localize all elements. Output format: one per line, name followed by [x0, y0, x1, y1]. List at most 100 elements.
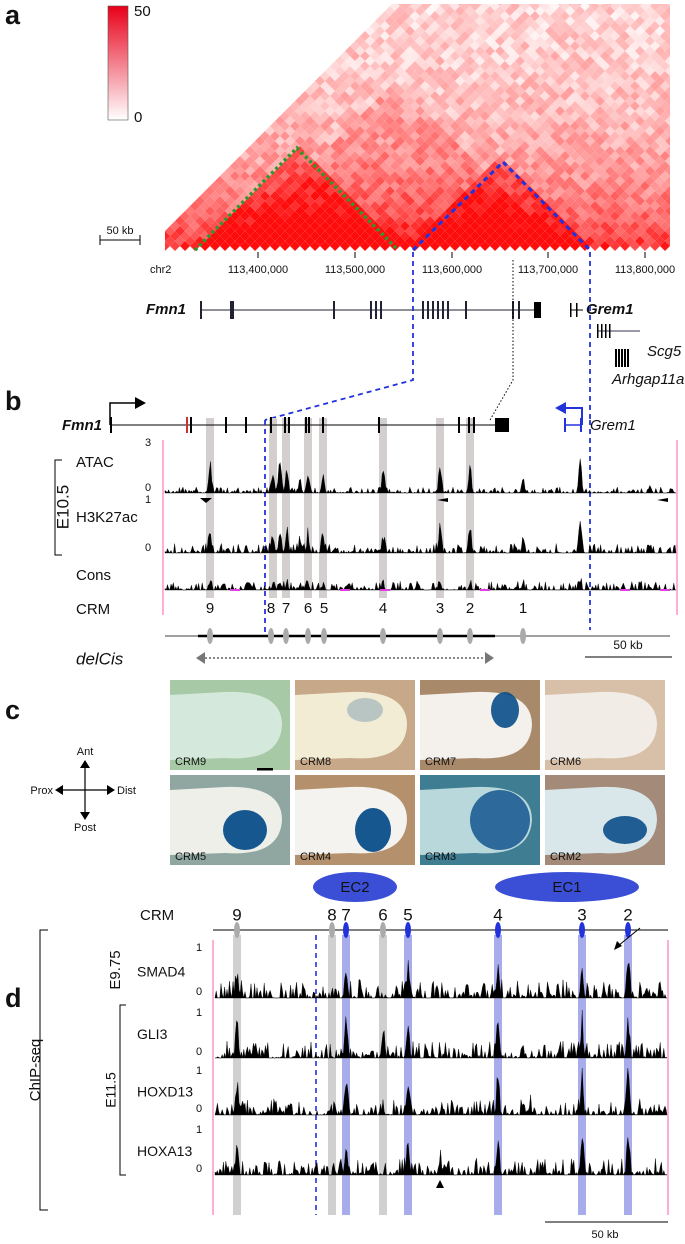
heatmap-cell [450, 4, 460, 11]
heatmap-cell [670, 131, 680, 141]
heatmap-cell [528, 4, 532, 6]
heatmap-cell [478, 4, 482, 6]
heatmap-cell [398, 4, 402, 6]
heatmap-cell [665, 46, 670, 56]
y-tick-label: 0 [145, 482, 151, 494]
cons-mark [380, 589, 390, 591]
exon [627, 349, 629, 367]
exon [270, 417, 272, 433]
bracket [39, 929, 48, 1211]
signal-track [214, 1009, 668, 1059]
heatmap-cell [458, 4, 462, 6]
lacz-stain [355, 808, 391, 852]
heatmap-cell [670, 1, 680, 11]
hic-heatmap [165, 0, 680, 251]
exon [225, 417, 227, 433]
panel-label: b [5, 386, 22, 416]
exon [570, 303, 572, 317]
heatmap-cell [548, 4, 552, 6]
heatmap-cell [580, 4, 590, 11]
heatmap-cell [665, 6, 670, 16]
signal-track [214, 1137, 668, 1176]
exon [609, 324, 611, 338]
crm-oval [380, 628, 386, 644]
exon [621, 349, 623, 367]
lacz-stain [491, 692, 519, 728]
heatmap-cell [488, 4, 492, 6]
image-label: CRM2 [550, 851, 581, 863]
heatmap-cell [670, 231, 680, 241]
heatmap-cell [670, 221, 680, 231]
y-tick-label: 0 [196, 1103, 202, 1115]
crm-number: 5 [403, 905, 412, 924]
heatmap-cell [498, 4, 502, 6]
tad-outline [193, 145, 400, 252]
crm-number: 4 [379, 600, 387, 617]
signal-track [214, 1067, 668, 1116]
crm-oval [305, 628, 311, 644]
y-tick-label: 3 [145, 437, 151, 449]
heatmap-cell [665, 16, 670, 26]
heatmap-cell [390, 4, 400, 11]
track-name: SMAD4 [137, 964, 185, 980]
heatmap-cell [665, 36, 670, 46]
cluster-label: EC1 [552, 879, 581, 896]
crm-number: 8 [327, 905, 336, 924]
heatmap-cell [670, 141, 680, 151]
heatmap-cell [550, 0, 560, 1]
coord-label: 113,500,000 [325, 264, 385, 276]
heatmap-cell [670, 171, 680, 181]
limb-bud [295, 691, 407, 760]
crm-oval [495, 922, 501, 938]
heatmap-cell [665, 206, 670, 216]
exon [615, 349, 617, 367]
heatmap-cell [540, 0, 550, 1]
exon [322, 417, 324, 433]
heatmap-cell [540, 4, 550, 11]
track-name: HOXD13 [137, 1084, 193, 1100]
heatmap-cell [670, 111, 680, 121]
heatmap-cell [400, 4, 410, 11]
exon [468, 417, 470, 433]
heatmap-cell [665, 186, 670, 196]
compass-label: Ant [77, 746, 94, 758]
panel-label: d [5, 983, 22, 1013]
crm-oval [579, 922, 585, 938]
crm-oval [467, 628, 473, 644]
cons-mark [230, 589, 240, 591]
y-tick-label: 0 [145, 542, 151, 554]
heatmap-cell [608, 4, 612, 6]
arrowhead [135, 397, 146, 409]
heatmap-cell [600, 4, 610, 11]
exon [230, 301, 232, 319]
heatmap-cell [665, 66, 670, 76]
image-label: CRM7 [425, 756, 456, 768]
heatmap-cell [530, 0, 540, 1]
heatmap-cell [578, 4, 582, 6]
arrowhead [80, 760, 90, 768]
heatmap-cell [668, 4, 670, 6]
crm-number: 3 [436, 600, 444, 617]
lacz-stain [347, 698, 383, 722]
stage-label: E9.75 [107, 950, 124, 989]
crm-highlight [233, 935, 241, 1215]
track-name: HOXA13 [137, 1143, 192, 1159]
y-tick-label: 1 [145, 494, 151, 506]
heatmap-cell [420, 0, 430, 1]
y-tick-label: 0 [196, 986, 202, 998]
arrowhead [55, 785, 63, 795]
crm-oval [207, 628, 213, 644]
heatmap-cell [650, 4, 660, 11]
exon [518, 301, 520, 319]
crm-number: 5 [320, 600, 328, 617]
heatmap-cell [670, 31, 680, 41]
heatmap-cell [560, 4, 570, 11]
exon [618, 349, 620, 367]
exon [305, 417, 307, 433]
crm-number: 9 [206, 600, 214, 617]
heatmap-cell [638, 4, 642, 6]
heatmap-cell [665, 196, 670, 206]
crm-oval [268, 628, 274, 644]
crm-highlight [466, 418, 474, 598]
tad-outline [411, 159, 592, 252]
